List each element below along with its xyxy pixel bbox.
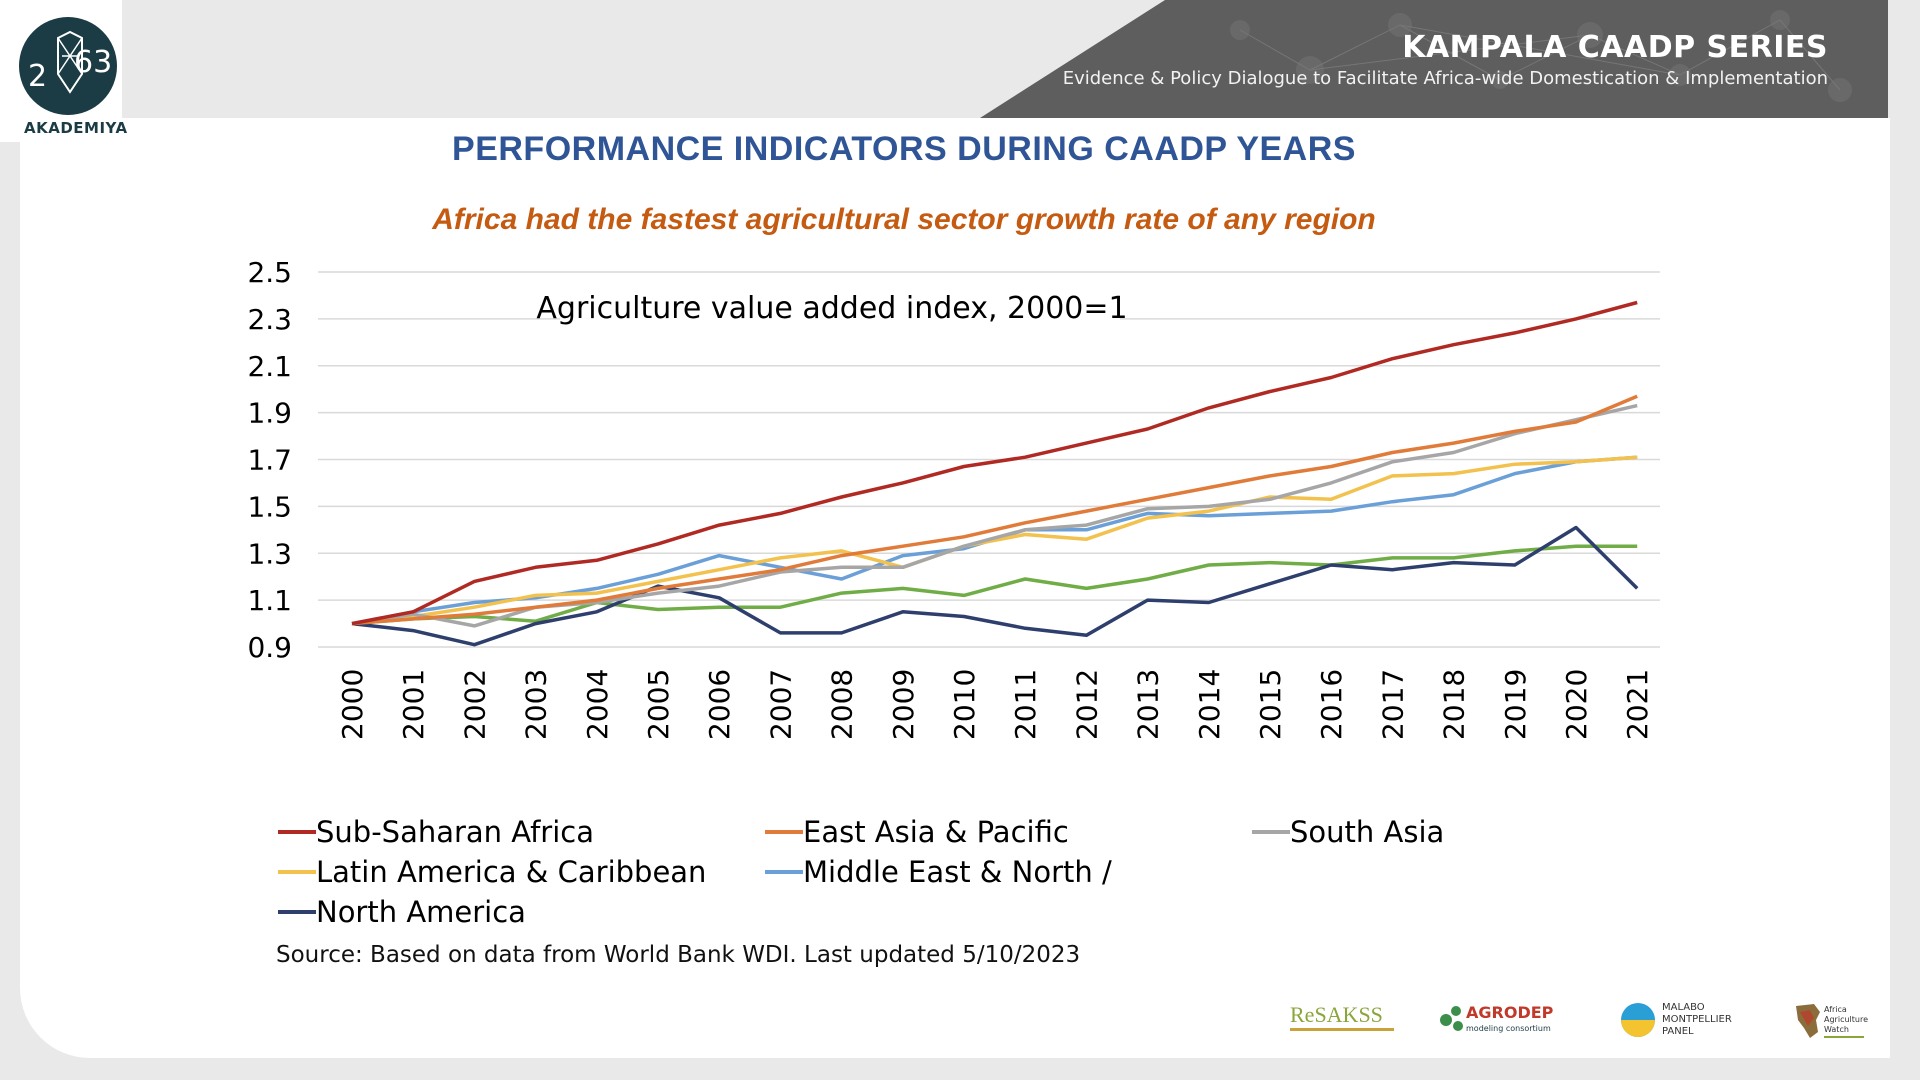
x-tick-label: 2009	[887, 669, 920, 740]
logo-number-left: 2	[28, 59, 47, 94]
y-tick-label: 1.9	[247, 397, 292, 430]
chart-title: Agriculture value added index, 2000=1	[536, 291, 1127, 326]
x-tick-label: 2017	[1376, 669, 1409, 740]
malabo-line-2: MONTPELLIER	[1662, 1014, 1732, 1025]
partner-logos: ReSAKSS AGRODEP modeling consortium MALA…	[1258, 978, 1890, 1058]
x-tick-label: 2010	[948, 669, 981, 740]
x-axis-ticks: 2000 2001 2002 2003 2004 2005 2006 2007 2008 2009…	[336, 669, 1654, 740]
series-line-north-america	[351, 525, 1639, 647]
malabo-line-1: MALABO	[1662, 1002, 1705, 1013]
resakss-text: ReSAKSS	[1290, 1002, 1383, 1027]
series-line-europe-central-asia	[351, 544, 1638, 626]
x-tick-label: 2021	[1621, 669, 1654, 740]
agrodep-text: AGRODEP	[1466, 1003, 1554, 1022]
world-map-pattern-icon	[1230, 10, 1852, 102]
legend-label: Sub-Saharan Africa	[316, 815, 594, 849]
y-tick-label: 1.7	[247, 444, 292, 477]
x-tick-label: 2008	[826, 669, 859, 740]
x-tick-label: 2019	[1499, 669, 1532, 740]
x-tick-label: 2005	[642, 669, 675, 740]
africa-agriculture-watch-logo-icon: Africa Agriculture Watch	[1796, 1004, 1868, 1038]
x-tick-label: 2012	[1070, 669, 1103, 740]
logo-label: AKADEMIYA	[24, 119, 128, 137]
y-tick-label: 2.5	[247, 256, 292, 289]
chart-legend: Sub-Saharan Africa East Asia & Pacific Sou…	[278, 815, 1444, 929]
aaw-line-3: Watch	[1824, 1025, 1849, 1034]
y-axis-ticks: 2.5 2.3 2.1 1.9 1.7 1.5 1.3 1.1 0.9	[247, 256, 292, 664]
malabo-montpellier-logo-icon: MALABO MONTPELLIER PANEL	[1621, 1002, 1732, 1037]
x-tick-label: 2006	[703, 669, 736, 740]
x-tick-label: 2020	[1560, 669, 1593, 740]
y-tick-label: 1.1	[247, 584, 292, 617]
x-tick-label: 2011	[1009, 669, 1042, 740]
agrodep-subtext: modeling consortium	[1466, 1024, 1551, 1033]
x-tick-label: 2000	[336, 669, 369, 740]
y-tick-label: 2.1	[247, 350, 292, 383]
legend-label: Latin America & Caribbean	[316, 855, 706, 889]
banner-title: KAMPALA CAADP SERIES	[1402, 30, 1828, 65]
slide-background	[20, 118, 1890, 1058]
logo-number-right: 63	[74, 45, 112, 80]
legend-label: South Asia	[1290, 815, 1444, 849]
chart-title-box	[560, 288, 1120, 328]
aaw-line-2: Agriculture	[1824, 1015, 1868, 1024]
resakss-logo-icon: ReSAKSS	[1290, 1002, 1394, 1031]
agrodep-logo-icon: AGRODEP modeling consortium	[1440, 1003, 1554, 1033]
malabo-line-3: PANEL	[1662, 1026, 1694, 1037]
x-tick-label: 2001	[397, 669, 430, 740]
legend-label: North America	[316, 895, 526, 929]
x-tick-label: 2016	[1315, 669, 1348, 740]
x-tick-label: 2003	[520, 669, 553, 740]
series-line-latin-america-caribbean	[351, 455, 1638, 626]
x-tick-label: 2015	[1254, 669, 1287, 740]
series-line-south-asia	[351, 403, 1638, 628]
slide-subtitle: Africa had the fastest agricultural sect…	[432, 203, 1376, 236]
akademiya-2063-logo-icon: 2 63	[19, 17, 117, 115]
page-title: PERFORMANCE INDICATORS DURING CAADP YEAR…	[452, 130, 1356, 168]
akademiya-logo: 2 63 AKADEMIYA	[0, 0, 127, 142]
series-line-east-asia-pacific	[351, 394, 1638, 626]
x-tick-label: 2007	[764, 669, 797, 740]
y-tick-label: 1.3	[247, 537, 292, 570]
chart-series	[351, 300, 1639, 647]
x-tick-label: 2002	[458, 669, 491, 740]
x-tick-label: 2004	[581, 669, 614, 740]
legend-label: Middle East & North /	[803, 855, 1112, 889]
chart-gridlines	[318, 271, 1660, 648]
series-line-sub-saharan-africa	[351, 300, 1638, 626]
legend-label: East Asia & Pacific	[803, 815, 1069, 849]
x-tick-label: 2013	[1132, 669, 1165, 740]
y-tick-label: 2.3	[247, 303, 292, 336]
x-tick-label: 2018	[1438, 669, 1471, 740]
banner-subtitle: Evidence & Policy Dialogue to Facilitate…	[1062, 68, 1828, 89]
aaw-line-1: Africa	[1824, 1005, 1847, 1014]
x-tick-label: 2014	[1193, 669, 1226, 740]
source-note: Source: Based on data from World Bank WD…	[276, 942, 1081, 968]
y-tick-label: 0.9	[247, 631, 292, 664]
y-tick-label: 1.5	[247, 490, 292, 523]
